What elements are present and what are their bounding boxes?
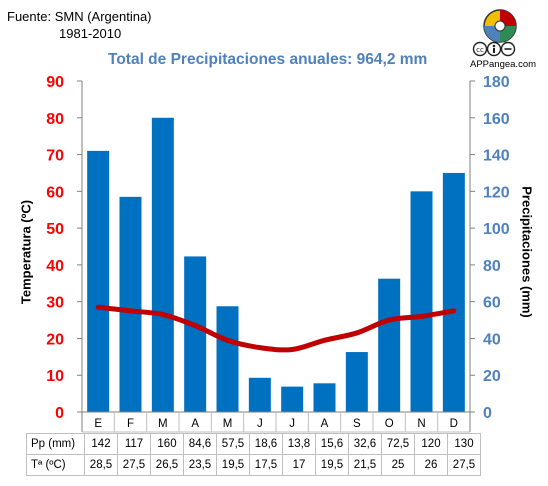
precipitation-bar bbox=[442, 172, 465, 412]
y-right-tick-label: 120 bbox=[483, 184, 510, 201]
table-cell: 17 bbox=[282, 454, 316, 476]
y-right-tick-label: 100 bbox=[483, 221, 510, 238]
y-right-tick-label: 20 bbox=[483, 368, 501, 385]
y-left-tick-label: 80 bbox=[46, 111, 64, 128]
chart-title: Total de Precipitaciones anuales: 964,2 … bbox=[108, 51, 428, 68]
y-right-tick-label: 180 bbox=[483, 74, 510, 91]
y-left-tick-label: 10 bbox=[46, 368, 64, 385]
table-cell: 23,5 bbox=[183, 454, 217, 476]
table-cell: 84,6 bbox=[183, 433, 217, 455]
x-tick-label: M bbox=[223, 418, 233, 430]
table-cell: 19,5 bbox=[216, 454, 250, 476]
y-right-tick-label: 80 bbox=[483, 258, 501, 275]
y-left-tick-label: 0 bbox=[55, 405, 64, 422]
y-left-tick-label: 30 bbox=[46, 295, 64, 312]
x-tick-label: N bbox=[417, 418, 425, 430]
x-tick-label: A bbox=[191, 418, 199, 430]
puzzle-globe-icon bbox=[483, 9, 517, 43]
precipitation-bar bbox=[345, 352, 368, 412]
table-cell: 27,5 bbox=[447, 454, 481, 476]
table-cell: 32,6 bbox=[348, 433, 382, 455]
creative-commons-icon: cc bbox=[472, 41, 516, 57]
y-left-tick-label: 60 bbox=[46, 184, 64, 201]
precipitation-bar bbox=[313, 383, 336, 412]
table-cell: 19,5 bbox=[315, 454, 349, 476]
y-right-tick-label: 160 bbox=[483, 111, 510, 128]
table-cell: 27,5 bbox=[117, 454, 151, 476]
table-cell: 120 bbox=[414, 433, 448, 455]
x-tick-label: D bbox=[450, 418, 458, 430]
source-period: 1981-2010 bbox=[59, 26, 122, 41]
table-cell: 26 bbox=[414, 454, 448, 476]
table-cell: 13,8 bbox=[282, 433, 316, 455]
y-axis-left-label: Temperatura (ºC) bbox=[18, 199, 34, 305]
table-cell: 21,5 bbox=[348, 454, 382, 476]
precipitation-bar bbox=[281, 386, 304, 412]
y-right-tick-label: 0 bbox=[483, 405, 492, 422]
source-label: Fuente: SMN (Argentina) bbox=[7, 9, 152, 24]
svg-text:cc: cc bbox=[476, 46, 484, 54]
table-row-label: Pp (mm) bbox=[26, 433, 85, 455]
table-cell: 26,5 bbox=[150, 454, 184, 476]
y-right-tick-label: 140 bbox=[483, 148, 510, 165]
table-cell: 17,5 bbox=[249, 454, 283, 476]
table-cell: 142 bbox=[84, 433, 118, 455]
table-cell: 117 bbox=[117, 433, 151, 455]
precipitation-bar bbox=[119, 196, 142, 412]
table-cell: 57,5 bbox=[216, 433, 250, 455]
y-left-tick-label: 70 bbox=[46, 148, 64, 165]
site-name: APPangea.com bbox=[470, 59, 537, 70]
x-tick-label: J bbox=[257, 418, 263, 430]
table-cell: 130 bbox=[447, 433, 481, 455]
precipitation-bar bbox=[378, 278, 401, 412]
y-left-tick-label: 90 bbox=[46, 74, 64, 91]
x-tick-label: S bbox=[353, 418, 361, 430]
table-cell: 72,5 bbox=[381, 433, 415, 455]
x-tick-label: O bbox=[385, 418, 394, 430]
y-right-tick-label: 60 bbox=[483, 295, 501, 312]
temperature-line bbox=[95, 304, 457, 353]
x-tick-label: A bbox=[321, 418, 329, 430]
y-left-tick-label: 50 bbox=[46, 221, 64, 238]
table-cell: 28,5 bbox=[84, 454, 118, 476]
precipitation-bar bbox=[87, 150, 110, 412]
x-tick-label: E bbox=[94, 418, 102, 430]
table-row-label: Tª (ºC) bbox=[26, 454, 85, 476]
table-cell: 15,6 bbox=[315, 433, 349, 455]
precipitation-bar bbox=[184, 256, 207, 412]
table-row-precipitation: Pp (mm) 142 117 160 84,6 57,5 18,6 13,8 … bbox=[26, 433, 481, 455]
x-tick-label: J bbox=[289, 418, 295, 430]
y-right-tick-label: 40 bbox=[483, 331, 501, 348]
table-cell: 160 bbox=[150, 433, 184, 455]
data-table: Pp (mm) 142 117 160 84,6 57,5 18,6 13,8 … bbox=[26, 433, 481, 476]
precipitation-bar bbox=[248, 377, 271, 412]
x-tick-label: M bbox=[158, 418, 168, 430]
table-row-temperature: Tª (ºC) 28,5 27,5 26,5 23,5 19,5 17,5 17… bbox=[26, 454, 481, 476]
table-cell: 25 bbox=[381, 454, 415, 476]
x-tick-label: F bbox=[127, 418, 134, 430]
precipitation-bar bbox=[151, 117, 174, 413]
y-axis-right-label: Precipitaciones (mm) bbox=[519, 186, 535, 318]
y-left-tick-label: 20 bbox=[46, 331, 64, 348]
precipitation-bar bbox=[410, 191, 433, 412]
precipitation-bar bbox=[216, 306, 239, 412]
table-cell: 18,6 bbox=[249, 433, 283, 455]
y-left-tick-label: 40 bbox=[46, 258, 64, 275]
